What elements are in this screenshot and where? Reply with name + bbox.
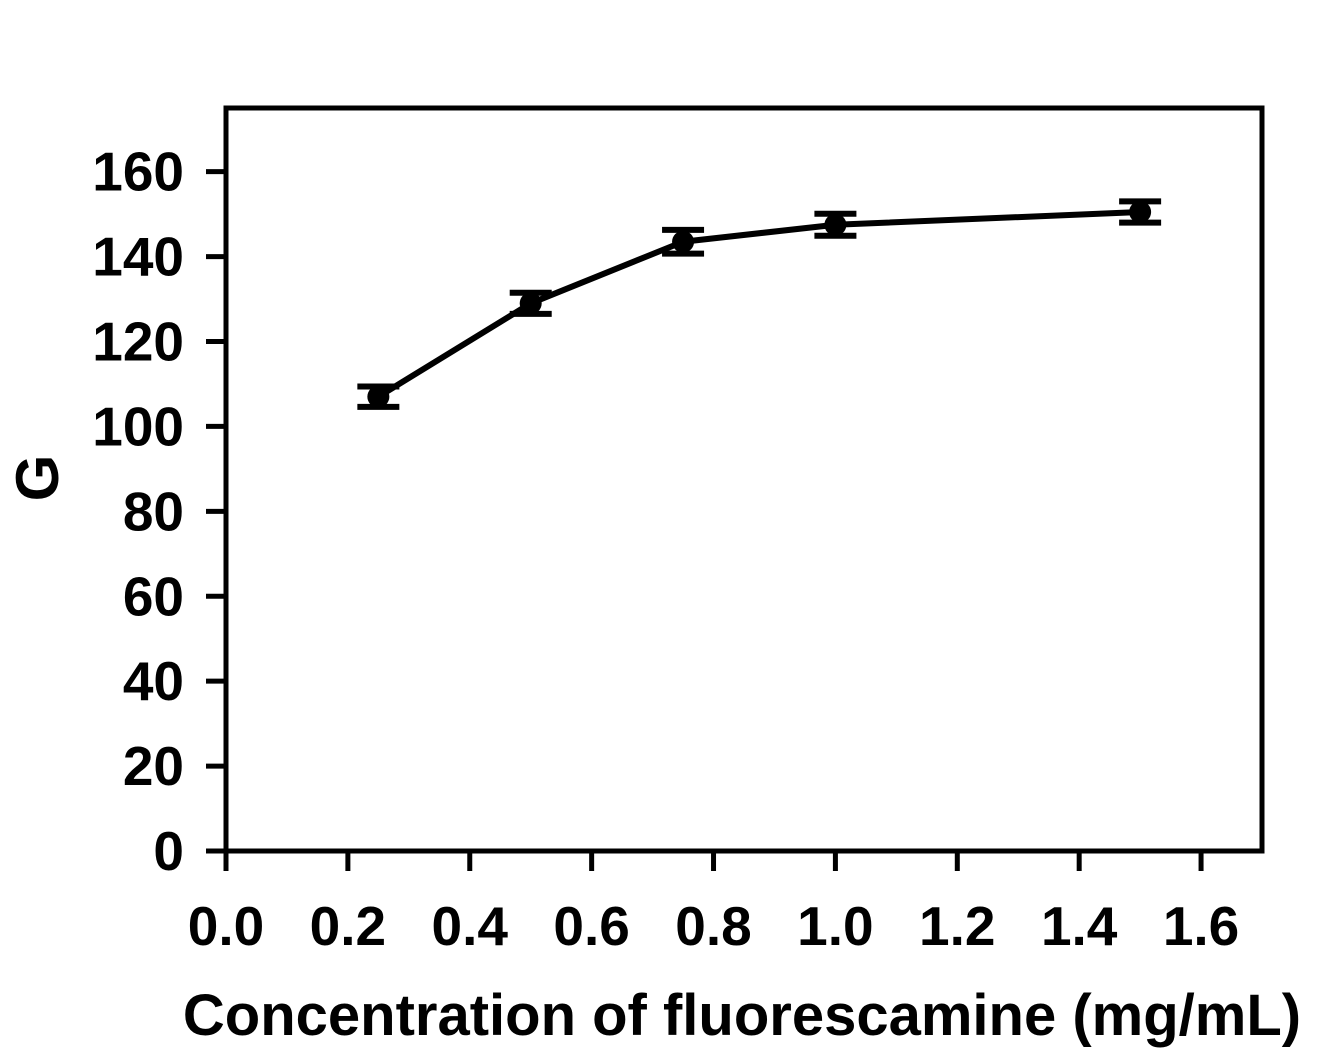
y-tick-label: 20 xyxy=(123,735,184,797)
y-tick-label: 140 xyxy=(92,226,184,288)
data-point xyxy=(1129,201,1152,224)
x-tick-label: 0.6 xyxy=(553,895,629,957)
y-tick-label: 40 xyxy=(123,650,184,712)
data-point xyxy=(519,292,542,315)
x-tick-label: 1.4 xyxy=(1041,895,1118,957)
plot-box xyxy=(223,105,1265,854)
y-tick-label: 0 xyxy=(153,820,184,882)
x-tick-label: 0.4 xyxy=(432,895,509,957)
y-tick-label: 160 xyxy=(92,141,184,203)
y-tick-label: 120 xyxy=(92,311,184,373)
y-axis-title: G xyxy=(4,455,71,502)
x-tick-label: 0.8 xyxy=(675,895,751,957)
y-tick-label: 60 xyxy=(123,565,184,627)
data-point xyxy=(367,385,390,408)
data-point xyxy=(672,230,695,253)
x-tick-label: 0.2 xyxy=(310,895,386,957)
y-tick-label: 80 xyxy=(123,480,184,542)
x-tick-label: 1.6 xyxy=(1163,895,1239,957)
y-tick-label: 100 xyxy=(92,395,184,457)
data-point xyxy=(824,213,847,236)
x-axis-title: Concentration of fluorescamine (mg/mL) xyxy=(183,983,1301,1048)
x-tick-label: 0.0 xyxy=(188,895,264,957)
y-axis-ticks: 0 20 40 60 80 100 120 140 160 xyxy=(92,141,226,882)
x-axis-ticks: 0.0 0.2 0.4 0.6 0.8 1.0 1.2 1.4 1.6 xyxy=(188,851,1239,957)
data-series xyxy=(357,198,1162,410)
data-line xyxy=(376,209,1141,400)
x-tick-label: 1.2 xyxy=(919,895,995,957)
x-tick-label: 1.0 xyxy=(797,895,873,957)
